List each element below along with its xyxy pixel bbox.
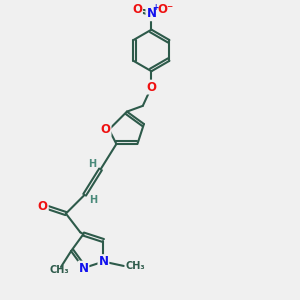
Text: N: N <box>78 262 88 275</box>
Text: N: N <box>98 255 108 268</box>
Text: CH₃: CH₃ <box>50 265 69 275</box>
Text: O: O <box>146 81 156 94</box>
Text: O: O <box>132 3 142 16</box>
Text: CH₃: CH₃ <box>126 261 146 271</box>
Text: H: H <box>89 195 97 205</box>
Text: O: O <box>38 200 48 213</box>
Text: N: N <box>146 7 156 20</box>
Text: +: + <box>152 3 158 12</box>
Text: O: O <box>100 123 110 136</box>
Text: H: H <box>88 159 97 169</box>
Text: O⁻: O⁻ <box>158 3 174 16</box>
